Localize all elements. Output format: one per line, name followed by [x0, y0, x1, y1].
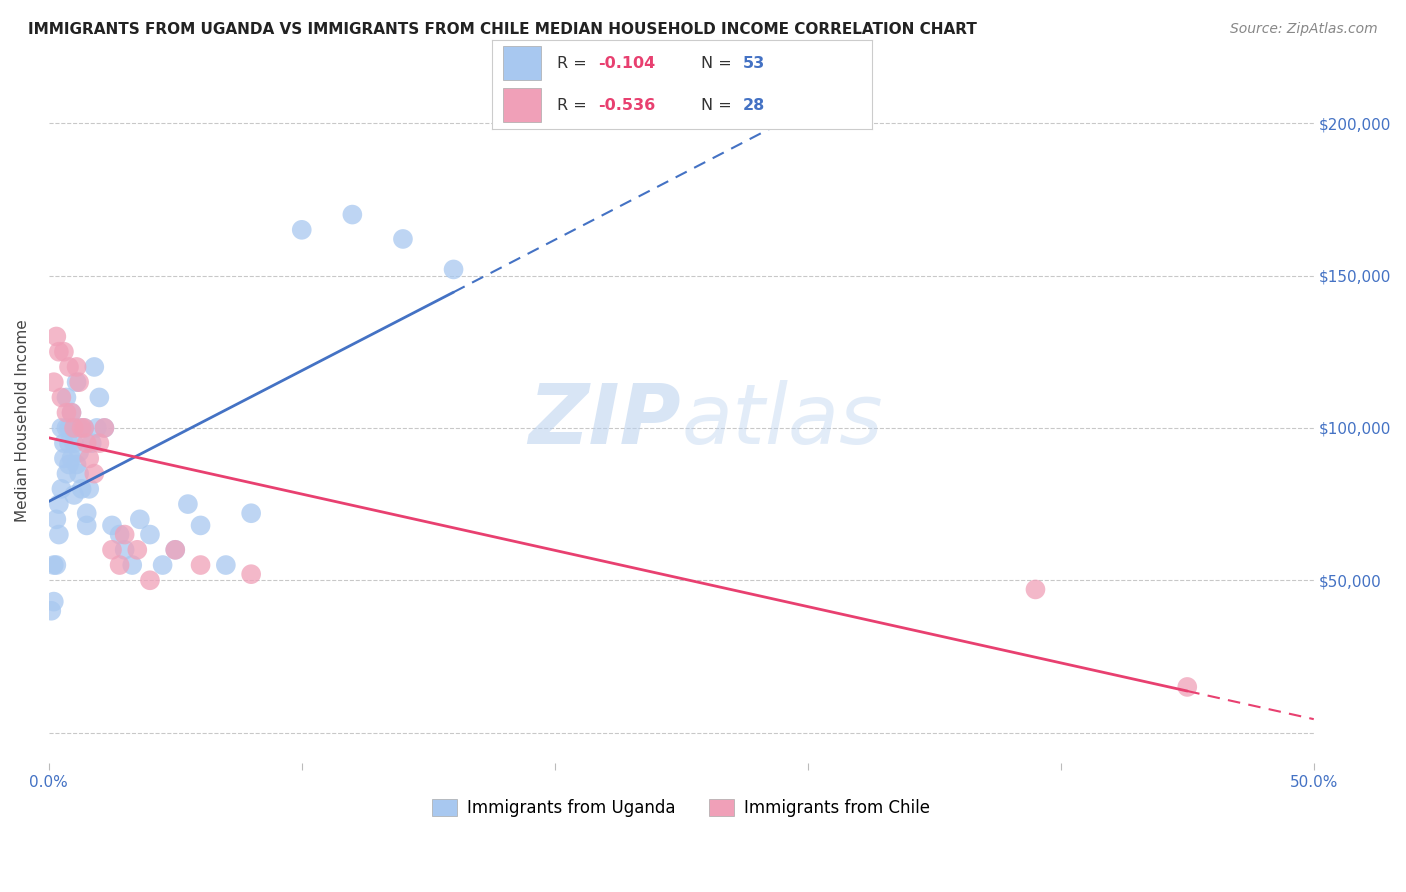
Point [101, 518, 124, 533]
Point [67, 375, 90, 389]
Y-axis label: Median Household Income: Median Household Income [15, 319, 30, 522]
Point [80, 436, 103, 450]
Point [65, 458, 87, 472]
Point [55, 467, 77, 481]
Point [77, 451, 100, 466]
Text: N =: N = [702, 98, 737, 112]
Point [240, 506, 263, 520]
Point [1024, 582, 1046, 597]
Text: Source: ZipAtlas.com: Source: ZipAtlas.com [1230, 22, 1378, 37]
Point [60, 406, 83, 420]
Point [55, 421, 77, 435]
Point [52, 436, 75, 450]
Point [58, 458, 80, 472]
Point [73, 421, 96, 435]
Point [52, 451, 75, 466]
Point [190, 558, 212, 572]
Point [165, 542, 187, 557]
Point [342, 208, 364, 222]
Point [215, 558, 238, 572]
Point [139, 527, 162, 541]
Point [55, 391, 77, 405]
Text: -0.104: -0.104 [599, 56, 655, 70]
Point [165, 542, 187, 557]
Point [139, 574, 162, 588]
Text: N =: N = [702, 56, 737, 70]
Point [108, 527, 131, 541]
Point [51, 482, 73, 496]
Point [48, 344, 70, 359]
Text: 28: 28 [742, 98, 765, 112]
Legend: Immigrants from Uganda, Immigrants from Chile: Immigrants from Uganda, Immigrants from … [426, 792, 936, 823]
Text: IMMIGRANTS FROM UGANDA VS IMMIGRANTS FROM CHILE MEDIAN HOUSEHOLD INCOME CORRELAT: IMMIGRANTS FROM UGANDA VS IMMIGRANTS FRO… [28, 22, 977, 37]
Point [58, 359, 80, 374]
Point [48, 527, 70, 541]
Point [45, 329, 67, 343]
Point [291, 223, 314, 237]
Point [114, 542, 136, 557]
Point [114, 527, 136, 541]
Point [89, 436, 111, 450]
Point [42, 594, 65, 608]
Point [67, 445, 90, 459]
Point [55, 406, 77, 420]
Point [67, 467, 90, 481]
Text: 53: 53 [742, 56, 765, 70]
Point [190, 518, 212, 533]
Point [63, 436, 86, 450]
Point [392, 232, 415, 246]
Point [70, 482, 93, 496]
Text: R =: R = [557, 98, 592, 112]
Text: atlas: atlas [682, 380, 883, 461]
Point [443, 262, 465, 277]
Point [86, 421, 108, 435]
Point [60, 406, 83, 420]
Point [152, 558, 174, 572]
FancyBboxPatch shape [503, 46, 541, 80]
Point [77, 482, 100, 496]
Point [51, 421, 73, 435]
Point [76, 518, 98, 533]
Point [63, 488, 86, 502]
Point [121, 558, 143, 572]
Point [177, 497, 200, 511]
Point [93, 421, 115, 435]
Point [83, 467, 105, 481]
Point [60, 451, 83, 466]
Point [127, 542, 149, 557]
Point [240, 567, 263, 582]
Point [58, 421, 80, 435]
Point [73, 421, 96, 435]
Point [1175, 680, 1198, 694]
Point [63, 421, 86, 435]
Point [52, 344, 75, 359]
Point [76, 436, 98, 450]
Point [93, 421, 115, 435]
Point [58, 436, 80, 450]
Text: ZIP: ZIP [529, 380, 682, 461]
Point [39, 604, 62, 618]
Point [48, 497, 70, 511]
Point [65, 359, 87, 374]
Text: R =: R = [557, 56, 592, 70]
Point [51, 391, 73, 405]
Point [89, 391, 111, 405]
Point [108, 558, 131, 572]
Point [128, 512, 150, 526]
Point [63, 421, 86, 435]
Text: -0.536: -0.536 [599, 98, 655, 112]
Point [76, 506, 98, 520]
Point [45, 512, 67, 526]
Point [42, 375, 65, 389]
Point [101, 542, 124, 557]
Point [83, 359, 105, 374]
Point [70, 421, 93, 435]
FancyBboxPatch shape [503, 88, 541, 122]
Point [45, 558, 67, 572]
Point [67, 421, 90, 435]
Point [65, 375, 87, 389]
Point [42, 558, 65, 572]
